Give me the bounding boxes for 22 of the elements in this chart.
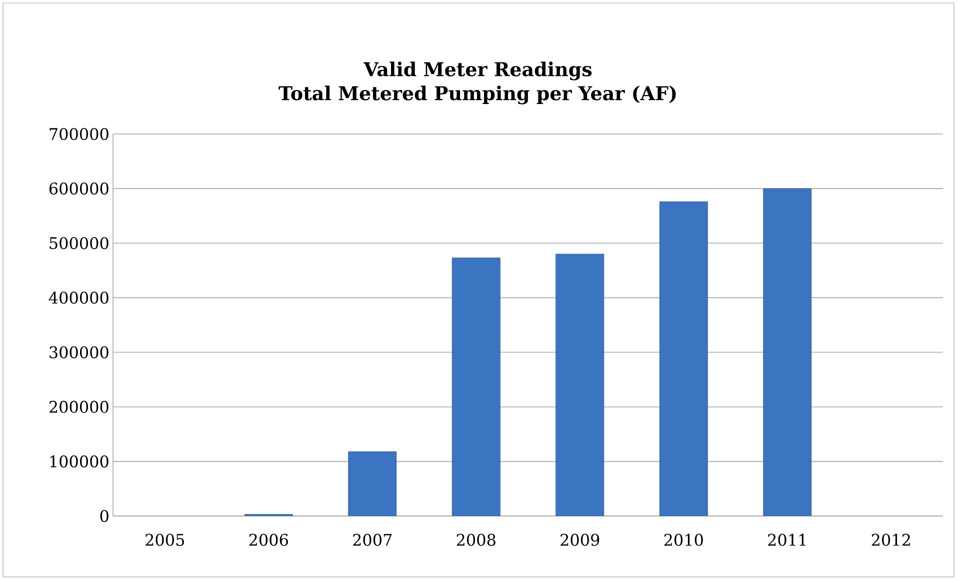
x-tick-label: 2009 [560,534,600,546]
x-tick-label: 2005 [146,534,184,546]
y-tick-label: 400000 [48,292,108,304]
x-tick-label: 2008 [456,534,496,546]
chart-title: Valid Meter Readings Total Metered Pumping per Year (AF) [278,62,676,104]
y-tick-label: 0 [100,510,108,522]
bar [659,201,708,516]
bar [763,188,812,516]
y-tick-label: 500000 [50,237,108,250]
x-tick-label: 2012 [872,534,910,546]
x-tick-label: 2010 [664,534,703,546]
bar [348,451,397,516]
y-tick-label: 100000 [50,455,108,468]
x-tick-label: 2006 [249,534,288,546]
y-tick-label: 600000 [49,182,108,195]
bar [556,254,604,516]
y-tick-label: 700000 [50,128,108,140]
bar [452,258,500,516]
x-tick-label: 2007 [353,534,392,546]
y-tick-label: 300000 [50,346,108,358]
x-tick-label: 2011 [768,534,806,546]
y-tick-label: 200000 [49,400,108,413]
